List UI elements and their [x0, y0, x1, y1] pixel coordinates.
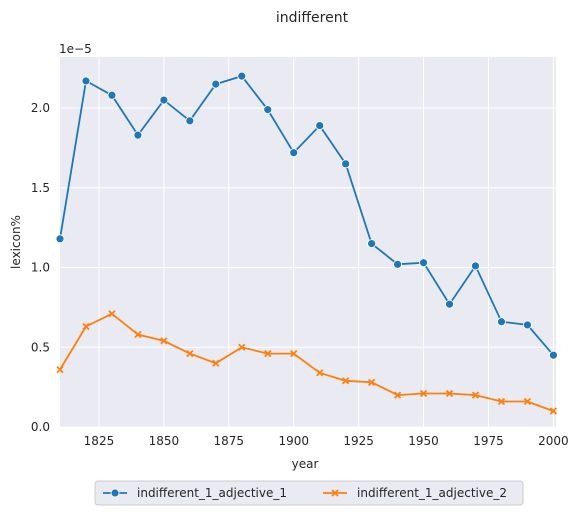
data-point: [237, 71, 247, 81]
data-point: [185, 116, 195, 126]
data-point: [549, 350, 558, 360]
data-point: [289, 148, 299, 158]
data-point: [342, 377, 350, 385]
data-point: [55, 234, 65, 244]
data-point: [497, 397, 506, 406]
data-point: [133, 130, 143, 140]
x-tick-label: 1900: [278, 434, 309, 448]
legend-label: indifferent_1_adjective_1: [137, 486, 287, 500]
plot-area: [60, 57, 556, 427]
data-point: [523, 397, 532, 406]
data-point: [419, 258, 428, 268]
data-point: [81, 76, 91, 86]
data-point: [445, 299, 454, 309]
legend: indifferent_1_adjective_1 indifferent_1_a…: [94, 480, 524, 506]
x-tick-label: 1850: [149, 434, 180, 448]
x-tick-label: 1825: [84, 434, 115, 448]
data-point: [523, 320, 532, 330]
y-tick-label: 0.5: [31, 340, 50, 354]
x-tick-label: 1950: [408, 434, 439, 448]
data-point: [549, 407, 558, 415]
legend-item-2: indifferent_1_adjective_2: [323, 486, 507, 500]
x-tick-label: 1975: [473, 434, 504, 448]
grid-lines: [60, 57, 556, 428]
legend-label: indifferent_1_adjective_2: [357, 486, 507, 500]
y-tick-label: 1.0: [31, 261, 50, 275]
data-point: [160, 337, 168, 345]
legend-box: [94, 480, 524, 506]
data-point: [186, 350, 194, 358]
data-point: [238, 343, 246, 351]
y-tick-label: 1.5: [31, 181, 50, 195]
data-point: [315, 121, 325, 130]
data-point: [331, 489, 339, 497]
data-point: [445, 389, 454, 398]
chart-title: indifferent: [276, 10, 349, 26]
data-point: [82, 322, 90, 331]
data-point: [212, 359, 220, 367]
x-axis-label: year: [292, 457, 319, 471]
data-point: [316, 369, 324, 377]
data-point: [56, 365, 64, 374]
data-point: [134, 330, 142, 339]
data-point: [263, 105, 273, 115]
series-1: [55, 71, 558, 360]
data-point: [367, 239, 377, 248]
x-tick-label: 1925: [343, 434, 374, 448]
data-point: [341, 159, 351, 169]
data-point: [159, 95, 169, 105]
data-point: [290, 350, 298, 358]
data-point: [419, 389, 428, 398]
legend-item-1: indifferent_1_adjective_1: [103, 486, 287, 500]
data-point: [471, 261, 480, 271]
data-point: [393, 391, 402, 399]
y-offset-label: 1e−5: [59, 42, 92, 56]
y-axis-label: lexicon%: [9, 215, 23, 269]
data-point: [367, 378, 376, 386]
data-point: [108, 310, 116, 318]
series-2: [56, 310, 558, 415]
series-line: [59, 75, 555, 356]
data-point: [110, 488, 120, 498]
data-point: [471, 391, 480, 399]
data-point: [264, 350, 272, 358]
data-point: [211, 79, 221, 89]
x-tick-label: 2000: [538, 434, 569, 448]
series-line: [59, 312, 554, 412]
series-layer: [55, 71, 558, 415]
data-point: [393, 259, 402, 269]
data-point: [107, 90, 117, 100]
y-tick-label: 0.0: [31, 420, 50, 434]
y-tick-label: 2.0: [31, 101, 50, 115]
tick-labels: 1825 1850 1875 1900 1925 1950 1975 2000 0.0 0.5 1.…: [31, 101, 569, 448]
data-point: [497, 317, 506, 327]
x-tick-label: 1875: [214, 434, 245, 448]
